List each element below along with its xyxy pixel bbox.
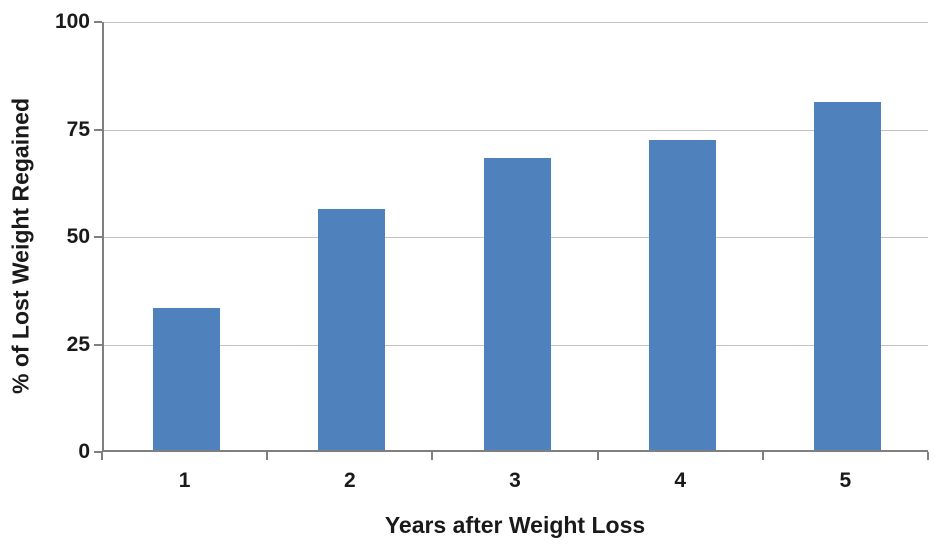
plot-area xyxy=(102,22,928,452)
gridline-y-100 xyxy=(104,22,928,23)
y-tick-label-100: 100 xyxy=(54,10,90,34)
x-tick-mark-4 xyxy=(761,452,764,460)
y-tick-label-25: 25 xyxy=(66,332,90,356)
x-tick-mark-0 xyxy=(101,452,103,460)
y-tick-label-75: 75 xyxy=(66,117,90,141)
bar-year-4 xyxy=(648,140,716,450)
y-tick-mark-25 xyxy=(94,343,102,346)
bar-year-1 xyxy=(153,308,221,450)
x-tick-mark-5 xyxy=(927,452,929,460)
x-tick-mark-3 xyxy=(596,452,599,460)
bar-year-5 xyxy=(813,101,881,450)
x-tick-label-2: 2 xyxy=(343,469,356,492)
bar-year-2 xyxy=(318,209,386,450)
y-tick-mark-100 xyxy=(94,21,102,23)
gridline-y-75 xyxy=(104,129,928,131)
y-tick-label-0: 0 xyxy=(78,440,90,464)
x-tick-label-5: 5 xyxy=(839,469,852,492)
x-tick-label-3: 3 xyxy=(509,469,521,492)
y-tick-mark-0 xyxy=(94,451,102,453)
x-tick-mark-2 xyxy=(431,452,434,460)
x-tick-label-1: 1 xyxy=(178,469,191,492)
x-tick-mark-1 xyxy=(266,452,269,460)
x-axis-title: Years after Weight Loss xyxy=(384,512,646,538)
y-tick-label-50: 50 xyxy=(66,225,90,249)
x-tick-label-4: 4 xyxy=(674,469,687,492)
bar-year-3 xyxy=(483,157,551,450)
y-tick-mark-75 xyxy=(94,128,102,131)
y-tick-mark-50 xyxy=(94,236,102,238)
